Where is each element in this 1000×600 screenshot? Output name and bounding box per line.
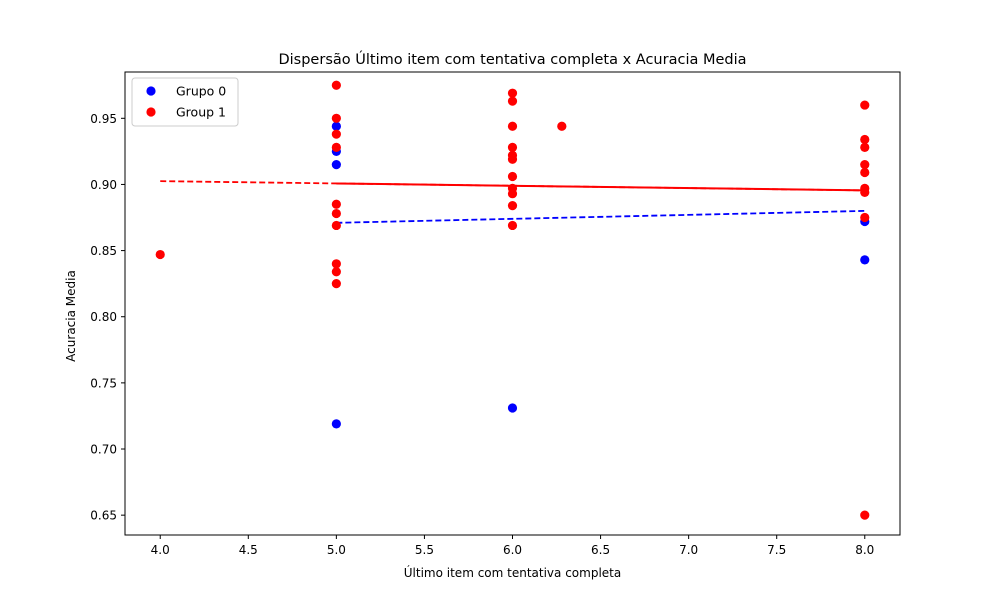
y-tick-label: 0.65 — [90, 509, 117, 523]
x-tick-label: 8.0 — [855, 543, 874, 557]
legend: Grupo 0 Group 1 — [131, 77, 239, 127]
trend-line-solid — [336, 182, 865, 192]
data-point — [860, 255, 870, 265]
data-point — [507, 201, 518, 211]
x-axis-title: Último item com tentativa completa — [404, 565, 621, 580]
data-point — [331, 121, 341, 131]
trend-line-dashed — [336, 210, 865, 224]
x-tick-label: 7.5 — [767, 543, 786, 557]
x-tick-label: 6.0 — [503, 543, 522, 557]
data-point — [860, 212, 870, 223]
data-point — [507, 142, 518, 153]
x-tick-label: 4.0 — [151, 543, 170, 557]
data-point — [860, 142, 870, 153]
y-tick-label: 0.80 — [90, 310, 117, 324]
data-point — [331, 160, 341, 170]
data-point — [507, 171, 518, 182]
data-point — [331, 259, 341, 269]
data-point — [507, 154, 518, 164]
data-point — [507, 220, 518, 231]
data-point — [331, 199, 341, 209]
chart-title: Dispersão Último item com tentativa comp… — [278, 50, 746, 68]
x-tick-label: 7.0 — [679, 543, 698, 557]
data-point — [331, 267, 341, 277]
y-tick-label: 0.85 — [90, 244, 117, 258]
y-axis-title: Acuracia Media — [64, 270, 78, 362]
data-point — [860, 187, 870, 197]
data-point — [331, 419, 341, 429]
data-point — [507, 403, 518, 413]
data-point — [155, 249, 165, 260]
data-point — [507, 88, 518, 98]
data-point — [507, 96, 518, 106]
data-point — [507, 121, 518, 131]
data-point — [860, 510, 870, 520]
x-tick-label: 5.5 — [415, 543, 434, 557]
data-point — [860, 134, 870, 145]
plot-area: 4.0 4.5 5.0 5.5 6.0 6.5 7.0 7.5 8.0 0.65 0.70 0.75 0… — [90, 71, 901, 557]
legend-marker — [146, 107, 156, 117]
x-tick-label: 5.0 — [327, 543, 346, 557]
data-point — [860, 100, 870, 110]
legend-label: Group 1 — [176, 105, 226, 120]
data-point — [860, 167, 870, 178]
data-point — [507, 189, 518, 199]
y-tick-label: 0.70 — [90, 443, 117, 457]
data-point — [557, 121, 567, 131]
data-point — [331, 129, 341, 139]
legend-box — [131, 77, 239, 127]
y-tick-label: 0.90 — [90, 178, 117, 192]
x-tick-label: 6.5 — [591, 543, 610, 557]
data-point — [331, 220, 341, 231]
data-point — [331, 113, 341, 123]
legend-marker — [146, 86, 156, 96]
x-tick-label: 4.5 — [239, 543, 258, 557]
data-point — [860, 160, 870, 170]
data-point — [331, 142, 341, 153]
y-tick-label: 0.75 — [90, 376, 117, 390]
data-point — [331, 80, 341, 90]
y-tick-label: 0.95 — [90, 112, 117, 126]
data-point — [331, 279, 341, 289]
axes-frame — [124, 71, 901, 536]
data-point — [331, 208, 341, 219]
legend-label: Grupo 0 — [176, 84, 226, 99]
